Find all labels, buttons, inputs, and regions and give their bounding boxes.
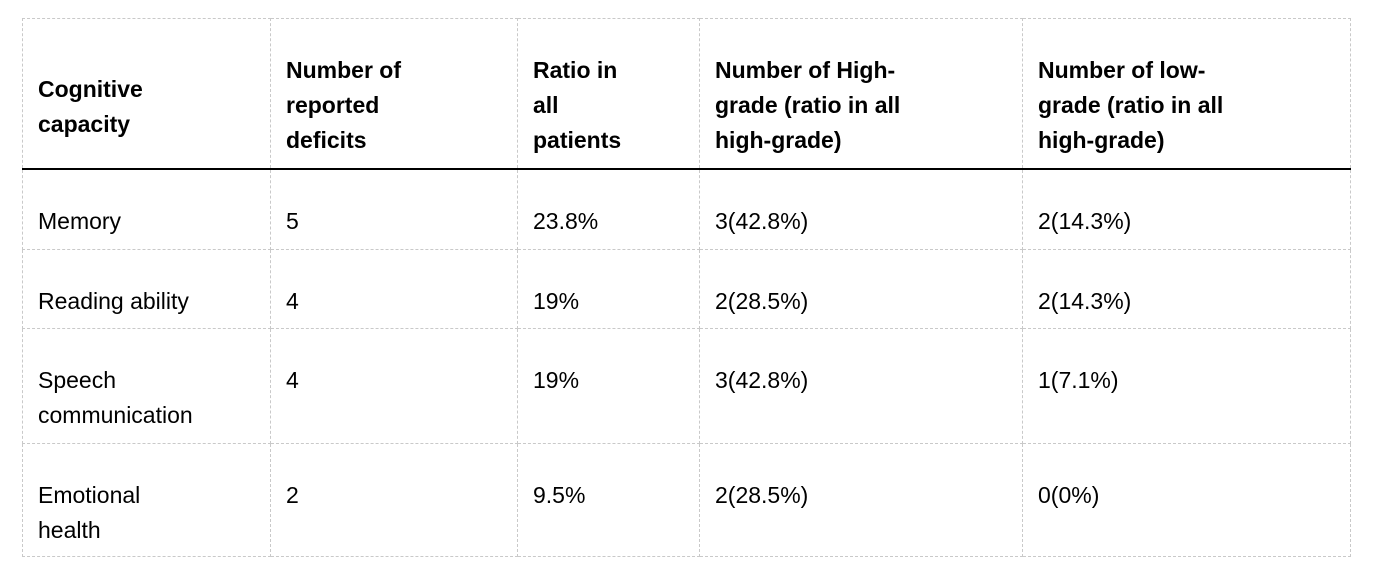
cell-value: 9.5%	[533, 482, 586, 508]
cell-value: 2(14.3%)	[1038, 207, 1132, 234]
header-cell-number-of-high-grade: Number of High-grade (ratio in all high-…	[699, 18, 1023, 170]
cell-capacity-memory: Memory	[22, 168, 271, 250]
cell-value: 2(28.5%)	[715, 288, 809, 314]
cell-value: 5	[286, 207, 299, 234]
header-label-cognitive-capacity: Cognitive capacity	[38, 76, 143, 137]
cell-label: Emotional health	[38, 482, 141, 543]
header-label-number-of-low-grade: Number of low-grade (ratio in all high-g…	[1038, 57, 1224, 153]
table-header: Cognitive capacity Number of reported de…	[22, 18, 1351, 170]
cell-memory-ratio: 23.8%	[517, 168, 700, 250]
cell-emotional-ratio: 9.5%	[517, 443, 700, 557]
cell-emotional-high-grade: 2(28.5%)	[699, 443, 1023, 557]
cell-value: 2	[286, 482, 299, 508]
cell-capacity-reading-ability: Reading ability	[22, 249, 271, 329]
cell-value: 1(7.1%)	[1038, 367, 1119, 393]
header-row: Cognitive capacity Number of reported de…	[22, 18, 1351, 170]
cell-capacity-speech-communication: Speech communication	[22, 328, 271, 444]
cell-speech-high-grade: 3(42.8%)	[699, 328, 1023, 444]
header-label-ratio-in-all-patients: Ratio in all patients	[533, 57, 622, 153]
cell-value: 2(14.3%)	[1038, 288, 1132, 314]
cell-emotional-deficits: 2	[270, 443, 518, 557]
cell-reading-deficits: 4	[270, 249, 518, 329]
cell-value: 19%	[533, 367, 580, 393]
cell-label: Reading ability	[38, 288, 189, 314]
table-body: Memory 5 23.8% 3(42.8%) 2(14.3%) Reading…	[22, 168, 1351, 557]
cell-speech-low-grade: 1(7.1%)	[1022, 328, 1351, 444]
header-cell-cognitive-capacity: Cognitive capacity	[22, 18, 271, 170]
cell-memory-low-grade: 2(14.3%)	[1022, 168, 1351, 250]
cell-memory-deficits: 5	[270, 168, 518, 250]
header-cell-number-of-reported-deficits: Number of reported deficits	[270, 18, 518, 170]
cell-speech-deficits: 4	[270, 328, 518, 444]
cell-value: 0(0%)	[1038, 482, 1100, 508]
table-row-reading-ability: Reading ability 4 19% 2(28.5%) 2(14.3%)	[22, 249, 1351, 329]
cell-value: 19%	[533, 288, 580, 314]
cell-reading-high-grade: 2(28.5%)	[699, 249, 1023, 329]
cell-emotional-low-grade: 0(0%)	[1022, 443, 1351, 557]
header-label-number-of-reported-deficits: Number of reported deficits	[286, 57, 401, 153]
cell-value: 4	[286, 288, 299, 314]
table-row-speech-communication: Speech communication 4 19% 3(42.8%) 1(7.…	[22, 328, 1351, 444]
header-cell-ratio-in-all-patients: Ratio in all patients	[517, 18, 700, 170]
table-row-emotional-health: Emotional health 2 9.5% 2(28.5%) 0(0%)	[22, 443, 1351, 557]
cell-value: 23.8%	[533, 207, 599, 234]
header-label-number-of-high-grade: Number of High-grade (ratio in all high-…	[715, 57, 901, 153]
cell-memory-high-grade: 3(42.8%)	[699, 168, 1023, 250]
cell-reading-ratio: 19%	[517, 249, 700, 329]
cognitive-deficits-table: Cognitive capacity Number of reported de…	[22, 18, 1351, 557]
cell-label: Speech communication	[38, 367, 193, 428]
cell-label: Memory	[38, 207, 122, 234]
cell-speech-ratio: 19%	[517, 328, 700, 444]
cell-reading-low-grade: 2(14.3%)	[1022, 249, 1351, 329]
cell-capacity-emotional-health: Emotional health	[22, 443, 271, 557]
cell-value: 3(42.8%)	[715, 367, 809, 393]
cell-value: 3(42.8%)	[715, 207, 809, 234]
cell-value: 4	[286, 367, 299, 393]
table-row-memory: Memory 5 23.8% 3(42.8%) 2(14.3%)	[22, 168, 1351, 250]
header-cell-number-of-low-grade: Number of low-grade (ratio in all high-g…	[1022, 18, 1351, 170]
cell-value: 2(28.5%)	[715, 482, 809, 508]
